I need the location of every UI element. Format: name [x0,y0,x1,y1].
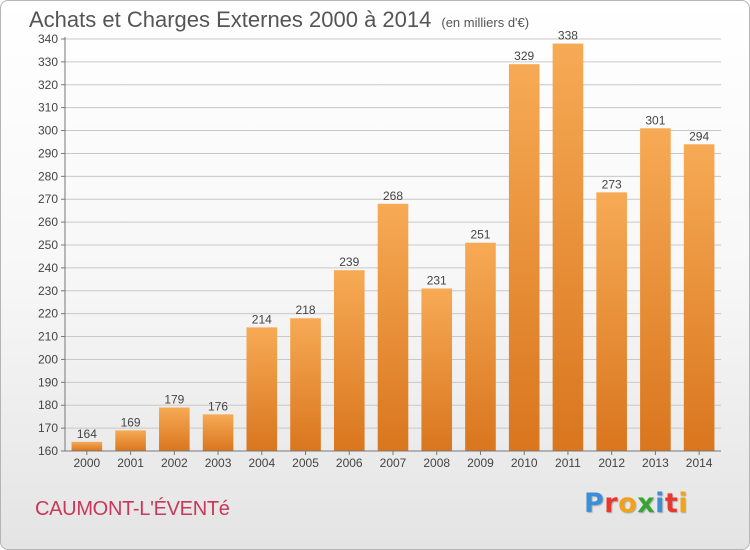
x-tick-label: 2002 [161,456,188,470]
data-label: 294 [689,129,709,143]
data-label: 268 [383,189,403,203]
y-axis-ticks: 160 170 180 190 200 210 220 230 240 250 260 270 280 2… [38,32,65,458]
x-tick-label: 2001 [117,456,144,470]
x-axis-ticks: 2000 2001 2002 2003 2004 2005 2006 2007 2008 2009… [74,451,713,470]
axes [64,37,721,452]
y-tick-label: 210 [38,330,58,344]
data-label: 338 [558,29,578,43]
x-tick-label: 2005 [292,456,319,470]
x-tick-label: 2003 [205,456,232,470]
proxiti-logo: Proxiti [584,488,688,519]
x-tick-label: 2013 [642,456,669,470]
logo-letter: o [618,488,638,519]
logo-letter: i [655,488,665,519]
bar [465,242,496,451]
y-tick-label: 300 [38,124,58,138]
data-label: 231 [427,273,447,287]
y-tick-label: 250 [38,238,58,252]
x-tick-label: 2011 [555,456,581,470]
y-tick-label: 260 [38,215,58,229]
data-label: 239 [339,255,359,269]
y-tick-label: 280 [38,169,58,183]
y-tick-label: 200 [38,352,58,366]
bar [421,288,453,451]
y-tick-label: 340 [38,32,58,46]
bar [552,43,584,451]
x-tick-label: 2004 [248,456,275,470]
bar [71,441,103,451]
x-tick-label: 2010 [511,456,538,470]
bar [683,144,715,452]
bar [333,270,365,451]
bar [202,414,234,451]
bar [596,192,627,451]
data-label: 164 [77,427,97,441]
y-tick-label: 160 [38,444,58,458]
data-label: 273 [602,177,622,191]
bar [640,128,671,451]
bar [290,318,321,451]
bar [377,203,409,451]
logo-letter: P [584,488,605,519]
y-tick-label: 240 [38,261,58,275]
y-tick-label: 170 [38,421,58,435]
bar [115,430,146,451]
data-label: 214 [252,312,272,326]
y-tick-label: 180 [38,398,58,412]
data-label: 218 [296,303,316,317]
y-tick-label: 190 [38,375,58,389]
data-labels: 164 169 179 176 214 218 239 268 231 251 329 338 273 3… [77,29,710,441]
x-tick-label: 2014 [686,456,713,470]
y-tick-label: 270 [38,192,58,206]
data-label: 179 [164,393,184,407]
data-label: 176 [208,399,228,413]
chart-unit: (en milliers d'€) [441,15,530,30]
x-tick-label: 2007 [380,456,407,470]
logo-letter: r [604,488,619,519]
y-tick-label: 310 [38,101,58,115]
bar [246,327,278,451]
data-label: 329 [514,49,534,63]
logo-letter: x [637,488,656,519]
logo-letter: i [678,488,689,519]
bars [71,43,715,452]
data-label: 251 [470,228,490,242]
x-tick-label: 2000 [74,456,101,470]
bar [159,407,190,451]
logo-letter: t [664,488,679,519]
bar [508,64,540,451]
y-tick-label: 290 [38,146,58,160]
x-tick-label: 2012 [598,456,625,470]
y-tick-label: 330 [38,55,58,69]
chart-title-text: Achats et Charges Externes 2000 à 2014 [29,7,432,32]
data-label: 169 [121,415,141,429]
x-tick-label: 2006 [336,456,363,470]
y-tick-label: 220 [38,307,58,321]
x-tick-label: 2009 [467,456,494,470]
commune-name: CAUMONT-L'ÉVENTé [35,498,230,520]
y-tick-label: 230 [38,284,58,298]
data-label: 301 [645,113,665,127]
y-tick-label: 320 [38,78,58,92]
x-tick-label: 2008 [423,456,450,470]
chart-title: Achats et Charges Externes 2000 à 2014 (e… [29,7,529,33]
